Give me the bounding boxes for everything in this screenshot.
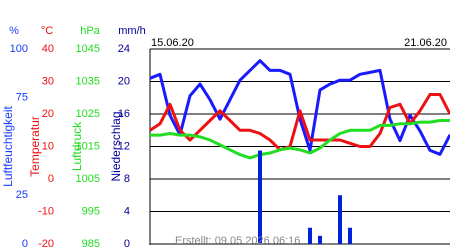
y-tick-label: 24 bbox=[118, 43, 130, 55]
series-line bbox=[150, 119, 450, 160]
y-tick-label: 1015 bbox=[76, 140, 100, 152]
y-tick-label: 20 bbox=[118, 75, 130, 87]
y-tick-label: -10 bbox=[38, 205, 54, 217]
axis-title: Niederschlag bbox=[109, 111, 123, 181]
axis-title: Temperatur bbox=[28, 116, 42, 177]
x-label-start: 15.06.20 bbox=[151, 37, 194, 49]
y-tick-label: 0 bbox=[48, 173, 54, 185]
y-tick-label: 985 bbox=[82, 238, 100, 250]
y-tick-label: 8 bbox=[124, 173, 130, 185]
series-line bbox=[149, 93, 450, 152]
y-tick-label: 0 bbox=[124, 238, 130, 250]
y-tick-label: 0 bbox=[22, 238, 28, 250]
axis-title: Luftfeuchtigkeit bbox=[1, 105, 15, 186]
y-tick-label: 16 bbox=[118, 108, 130, 120]
y-tick-label: 1035 bbox=[76, 75, 100, 87]
y-tick-label: 1045 bbox=[76, 43, 100, 55]
y-tick-label: 1005 bbox=[76, 173, 100, 185]
x-label-end: 21.06.20 bbox=[404, 37, 447, 49]
y-tick-label: 20 bbox=[42, 108, 54, 120]
y-tick-label: 10 bbox=[42, 140, 54, 152]
axis-unit: mm/h bbox=[118, 25, 146, 37]
axis-unit: hPa bbox=[80, 25, 100, 37]
y-tick-label: 100 bbox=[10, 43, 28, 55]
y-tick-label: -20 bbox=[38, 238, 54, 250]
precip-bar bbox=[318, 235, 322, 244]
y-tick-label: 25 bbox=[16, 189, 28, 201]
precip-bar bbox=[348, 227, 352, 244]
y-tick-label: 1025 bbox=[76, 108, 100, 120]
y-tick-label: 30 bbox=[42, 75, 54, 87]
y-tick-label: 75 bbox=[16, 92, 28, 104]
axis-unit: % bbox=[9, 25, 19, 37]
precip-bar bbox=[338, 195, 342, 244]
y-tick-label: 4 bbox=[124, 205, 130, 217]
y-tick-label: 12 bbox=[118, 140, 130, 152]
y-tick-label: 995 bbox=[82, 205, 100, 217]
series-line bbox=[149, 59, 450, 156]
axis-title: Luftdruck bbox=[70, 121, 84, 171]
axis-unit: °C bbox=[41, 25, 53, 37]
footer: Erstellt: 09.05.2026 06:16 bbox=[175, 235, 300, 247]
precip-bar bbox=[308, 227, 312, 244]
precip-bar bbox=[258, 150, 262, 244]
y-tick-label: 40 bbox=[42, 43, 54, 55]
